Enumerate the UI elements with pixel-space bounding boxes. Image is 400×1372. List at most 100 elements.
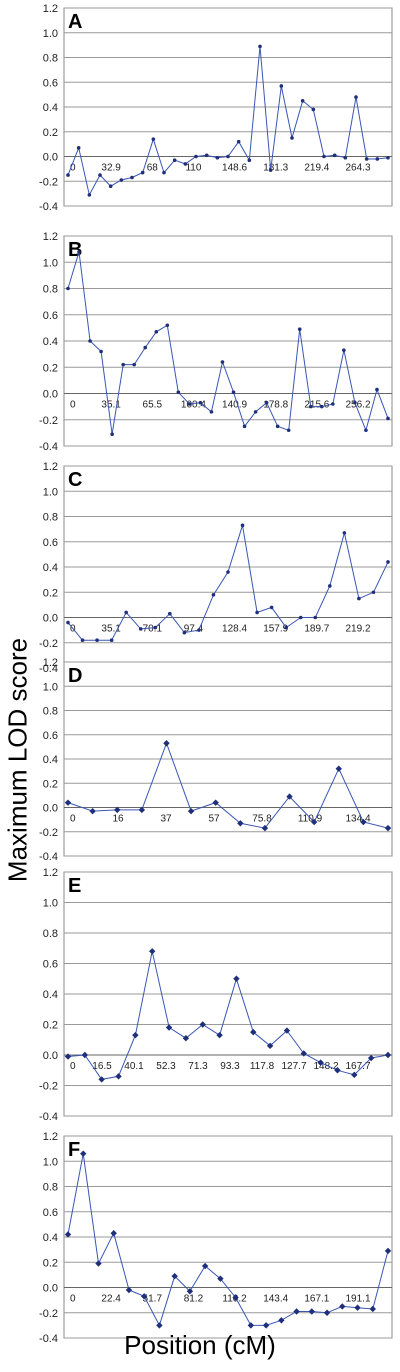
y-tick-label: 0.0 xyxy=(43,152,58,164)
y-tick-label: 1.0 xyxy=(43,28,58,40)
data-point xyxy=(351,1071,358,1079)
x-tick-label: 143.4 xyxy=(263,1294,288,1305)
y-tick-label: 0.6 xyxy=(43,537,58,549)
data-point xyxy=(334,1067,341,1074)
data-point xyxy=(165,1024,173,1031)
x-tick-label: 117.8 xyxy=(250,1061,275,1072)
data-point xyxy=(209,410,214,414)
x-tick-label: 16 xyxy=(112,814,124,825)
data-point xyxy=(367,1054,375,1062)
data-point xyxy=(255,610,259,615)
x-tick-label: 68 xyxy=(147,163,159,174)
data-point xyxy=(354,1304,361,1311)
data-point xyxy=(237,820,244,827)
data-point xyxy=(77,249,81,254)
x-tick-label: 81.2 xyxy=(184,1294,204,1305)
panel-letter: C xyxy=(68,469,82,491)
y-tick-label: 0.2 xyxy=(43,1257,58,1269)
y-tick-label: -0.4 xyxy=(39,851,58,863)
data-point xyxy=(319,404,324,409)
x-tick-label: 167.7 xyxy=(345,1061,370,1072)
data-point xyxy=(286,793,293,800)
series-line xyxy=(67,1153,389,1327)
x-tick-label: 134.4 xyxy=(345,814,370,825)
data-point xyxy=(226,154,230,159)
x-tick-label: 0 xyxy=(70,1061,76,1072)
data-point xyxy=(201,1262,209,1270)
y-tick-label: 0.6 xyxy=(43,1207,58,1219)
data-point xyxy=(89,807,96,815)
data-point xyxy=(332,153,337,158)
data-point xyxy=(266,1042,274,1050)
y-tick-label: -0.2 xyxy=(39,638,58,650)
data-point xyxy=(342,531,347,535)
x-tick-label: 65.5 xyxy=(143,400,163,411)
x-axis-label: Position (cM) xyxy=(124,1330,276,1360)
data-point xyxy=(300,99,305,103)
data-point xyxy=(154,330,159,334)
data-point xyxy=(182,630,187,635)
y-tick-label: 0.0 xyxy=(43,1050,58,1062)
data-point xyxy=(253,410,258,414)
y-tick-label: 1.0 xyxy=(43,681,58,693)
x-tick-label: 32.9 xyxy=(101,163,121,174)
panel-letter: B xyxy=(68,239,82,261)
x-tick-label: 0 xyxy=(70,163,76,174)
y-tick-label: 0.2 xyxy=(43,587,58,599)
panel-letter: D xyxy=(68,665,82,687)
y-tick-label: -0.2 xyxy=(39,1081,58,1093)
data-point xyxy=(64,1053,72,1060)
data-point xyxy=(247,1322,255,1329)
data-point xyxy=(171,1272,178,1280)
data-point xyxy=(360,818,367,826)
data-point xyxy=(168,611,172,616)
y-tick-label: 0.6 xyxy=(43,959,58,971)
data-point xyxy=(66,173,70,177)
data-point xyxy=(211,592,216,597)
panel-letter: A xyxy=(68,11,82,33)
data-point xyxy=(286,428,291,433)
data-point xyxy=(217,1275,224,1282)
data-point xyxy=(172,158,177,163)
data-point xyxy=(143,345,148,350)
data-point xyxy=(108,184,113,188)
data-point xyxy=(226,570,230,574)
data-point xyxy=(132,1031,139,1039)
data-point xyxy=(250,1028,257,1036)
data-point xyxy=(283,1027,291,1034)
data-point xyxy=(328,584,332,588)
series-line xyxy=(67,251,389,435)
data-point xyxy=(284,625,288,630)
y-tick-label: 0.4 xyxy=(43,989,58,1001)
data-point xyxy=(342,348,346,352)
data-point xyxy=(66,286,70,291)
x-tick-label: 178.8 xyxy=(263,400,288,411)
y-tick-label: -0.2 xyxy=(39,1308,58,1320)
x-tick-label: 264.3 xyxy=(345,163,370,174)
data-point xyxy=(110,432,114,436)
y-tick-label: -0.4 xyxy=(39,441,58,453)
data-point xyxy=(240,523,245,528)
data-point xyxy=(212,799,219,806)
data-point xyxy=(262,1322,270,1329)
data-point xyxy=(386,416,390,421)
data-point xyxy=(264,400,269,405)
data-point xyxy=(124,610,128,615)
data-point xyxy=(87,193,92,197)
data-point xyxy=(153,625,158,630)
y-tick-label: 0.2 xyxy=(43,127,58,139)
data-point xyxy=(343,155,348,160)
x-tick-label: 219.4 xyxy=(304,163,329,174)
y-tick-label: 1.0 xyxy=(43,898,58,910)
data-point xyxy=(375,387,379,392)
data-point xyxy=(149,948,156,955)
data-point xyxy=(163,740,170,747)
data-point xyxy=(300,1050,307,1057)
y-tick-label: -0.4 xyxy=(39,1111,58,1123)
data-point xyxy=(64,1231,72,1238)
x-tick-label: 140.9 xyxy=(222,400,247,411)
data-point xyxy=(215,155,220,160)
x-tick-label: 148.2 xyxy=(313,1061,338,1072)
x-tick-label: 256.2 xyxy=(345,400,370,411)
